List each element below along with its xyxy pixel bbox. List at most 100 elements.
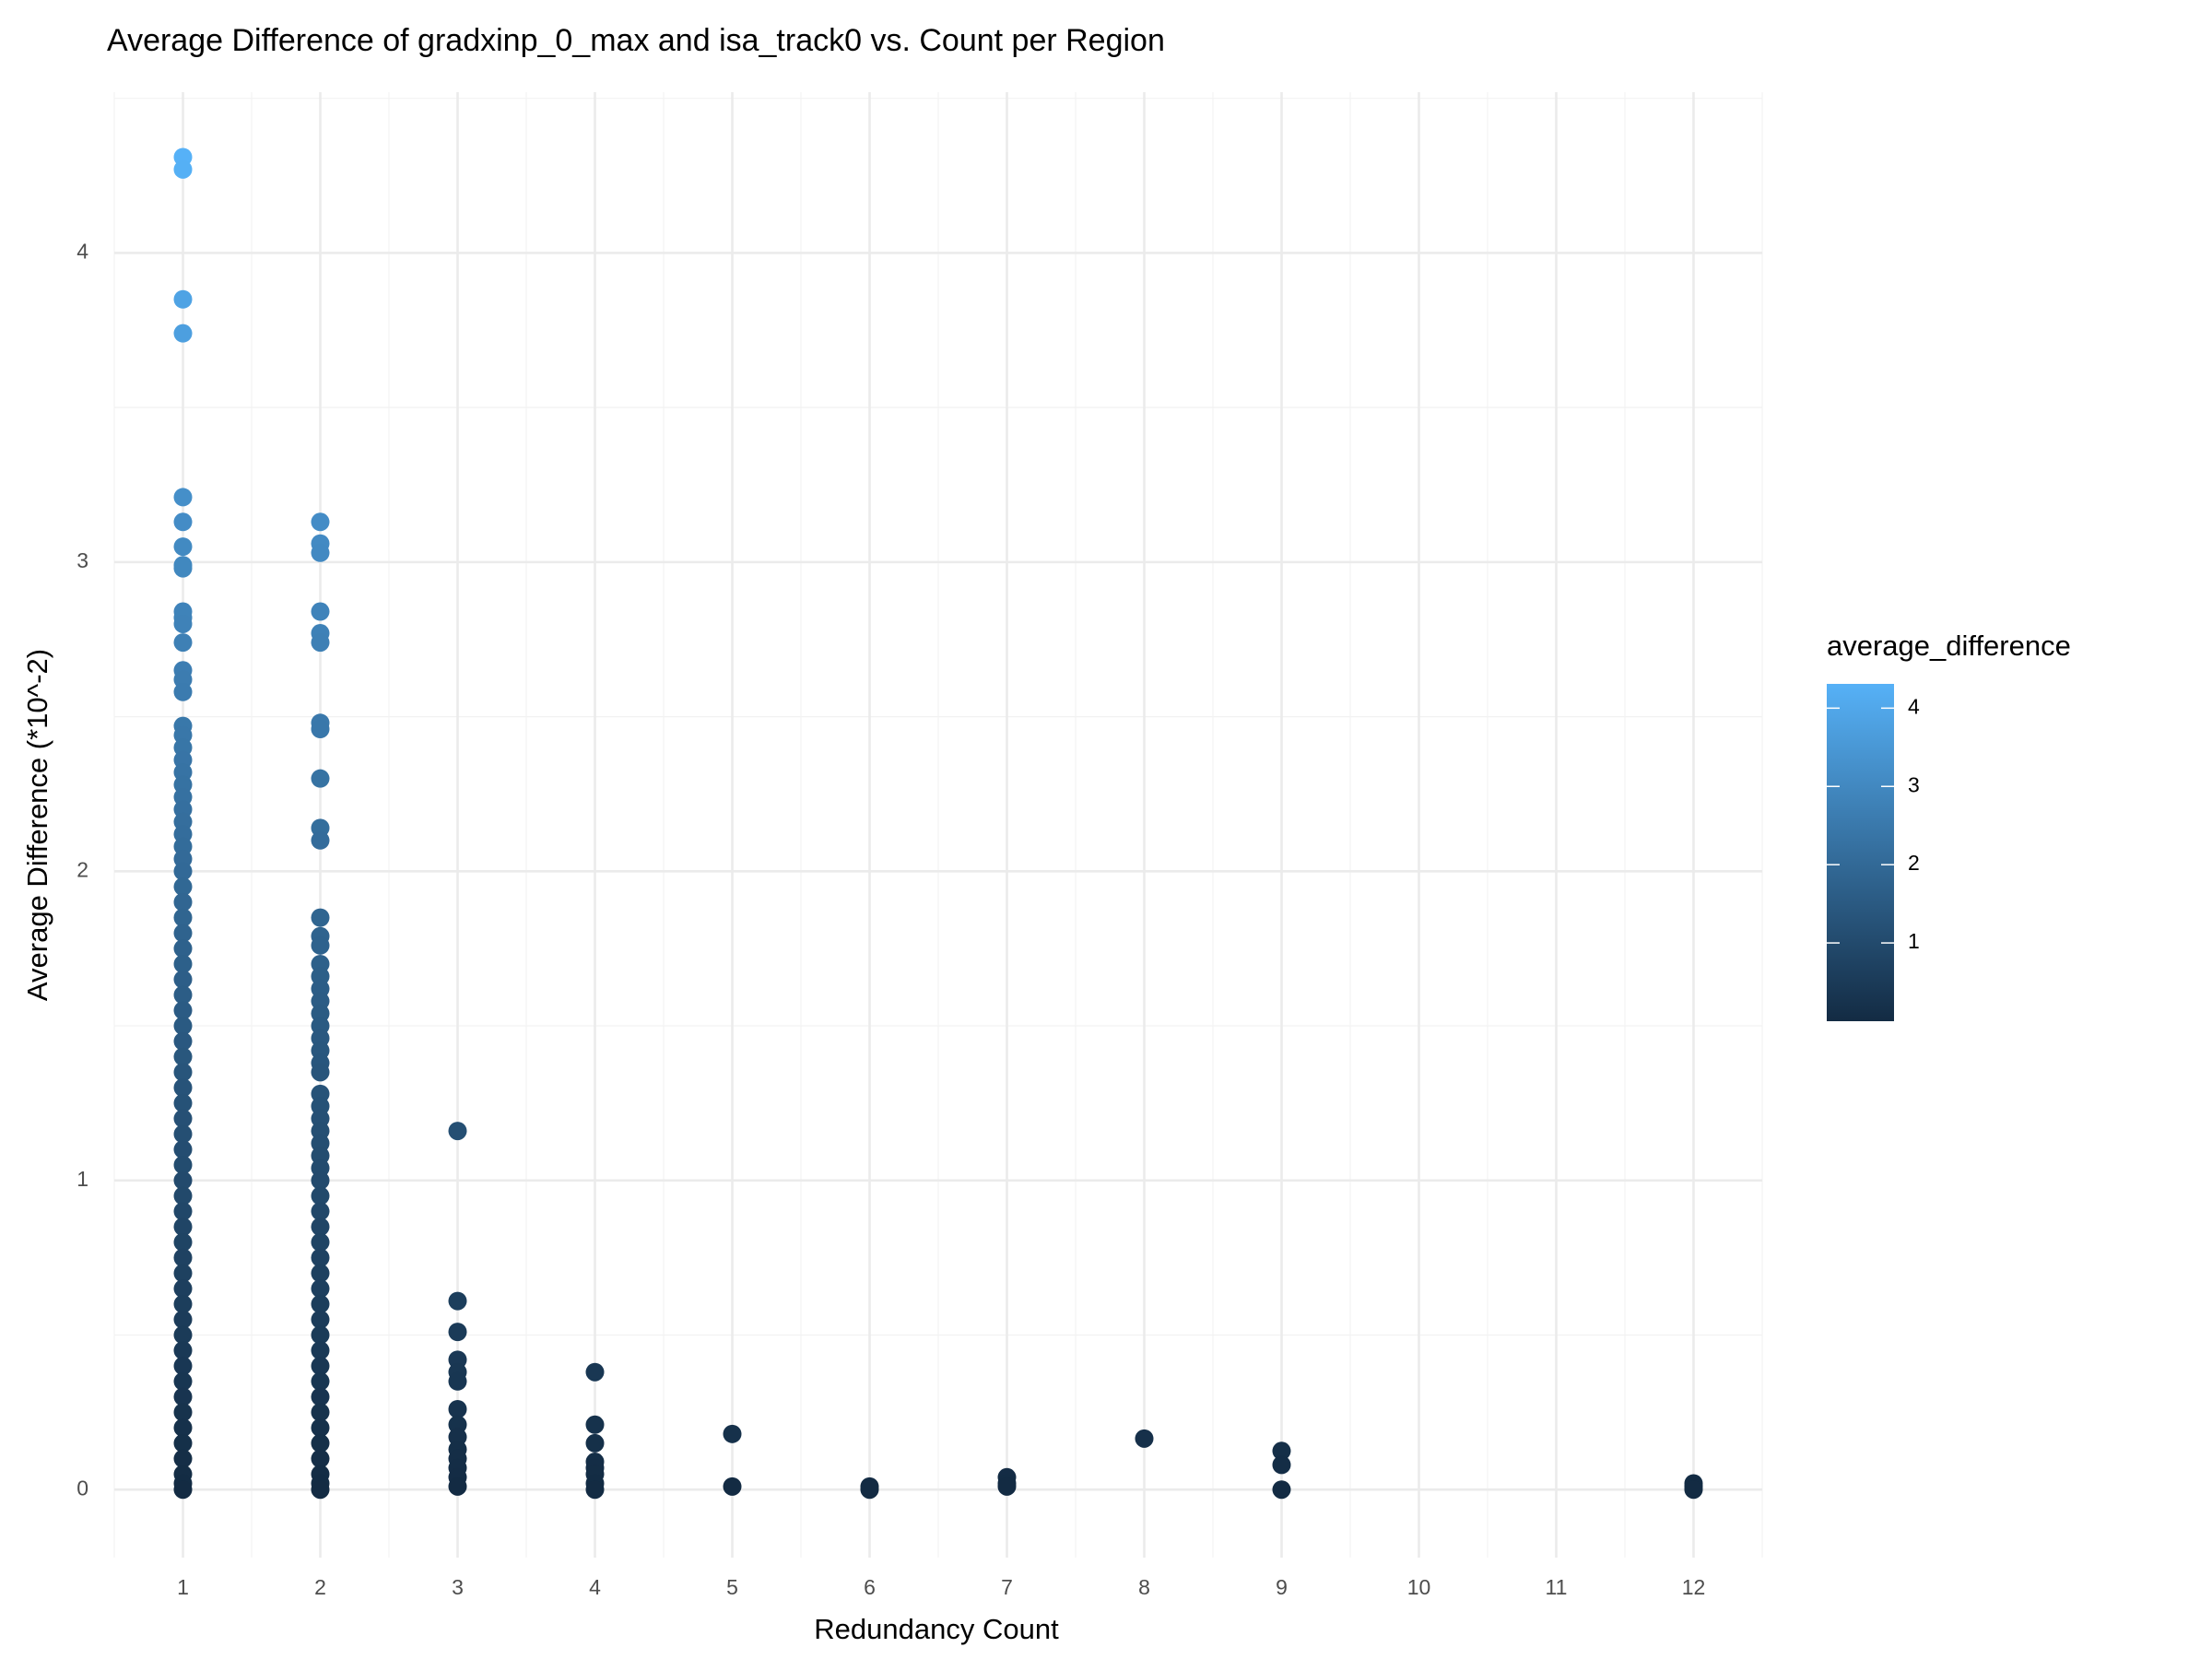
x-tick-label: 12 [1682, 1575, 1706, 1599]
point [173, 877, 193, 897]
point [311, 935, 330, 955]
point [448, 1371, 467, 1391]
point [448, 1477, 467, 1496]
point [311, 1264, 330, 1283]
point [173, 1449, 193, 1468]
point [173, 1294, 193, 1313]
point [585, 1362, 605, 1382]
point [173, 1325, 193, 1345]
point [311, 633, 330, 653]
colorbar-label: 3 [1908, 772, 1920, 796]
point [173, 1357, 193, 1376]
x-axis-label: Redundancy Count [814, 1613, 1059, 1645]
point [173, 1232, 193, 1252]
point [173, 1418, 193, 1438]
point [585, 1433, 605, 1453]
point [311, 602, 330, 621]
point [311, 1387, 330, 1406]
y-axis-label: Average Difference (*10^-2) [21, 649, 53, 1001]
point [173, 1310, 193, 1329]
point [173, 682, 193, 701]
point [1272, 1441, 1291, 1461]
point [173, 1155, 193, 1174]
point [311, 512, 330, 532]
point [448, 1399, 467, 1418]
point [311, 720, 330, 739]
point [723, 1477, 742, 1496]
colorbar-label: 1 [1908, 929, 1920, 953]
point [173, 324, 193, 343]
point [173, 939, 193, 959]
point [311, 1171, 330, 1190]
point [311, 1418, 330, 1438]
point [173, 1093, 193, 1112]
point [173, 1109, 193, 1128]
chart-title: Average Difference of gradxinp_0_max and… [107, 23, 1165, 58]
x-tick-label: 3 [452, 1575, 464, 1599]
point [311, 1433, 330, 1453]
legend-title: average_difference [1827, 629, 2071, 662]
point [173, 924, 193, 943]
point [311, 1371, 330, 1391]
point [173, 488, 193, 507]
point [173, 892, 193, 912]
point [173, 1248, 193, 1267]
y-tick-label: 2 [76, 857, 88, 881]
point [311, 1357, 330, 1376]
point [448, 1291, 467, 1311]
grid [113, 92, 1763, 1558]
colorbar [1827, 684, 1894, 1021]
point [173, 159, 193, 179]
x-tick-label: 4 [589, 1575, 601, 1599]
point [723, 1424, 742, 1443]
y-tick-label: 3 [76, 548, 88, 572]
point [173, 985, 193, 1005]
point [997, 1477, 1017, 1496]
x-tick-label: 11 [1546, 1575, 1568, 1599]
y-tick-label: 1 [76, 1167, 88, 1191]
point [585, 1415, 605, 1434]
point [173, 1279, 193, 1299]
point [173, 614, 193, 633]
point [311, 1310, 330, 1329]
point [173, 537, 193, 557]
point [173, 954, 193, 973]
point [173, 1202, 193, 1221]
point [448, 1122, 467, 1141]
point [311, 1232, 330, 1252]
x-tick-label: 8 [1138, 1575, 1150, 1599]
x-tick-label: 7 [1001, 1575, 1013, 1599]
point [173, 1078, 193, 1098]
point [173, 1047, 193, 1066]
point [311, 908, 330, 927]
x-tick-label: 6 [864, 1575, 876, 1599]
point [173, 1001, 193, 1020]
point [1684, 1480, 1703, 1500]
point [173, 1031, 193, 1051]
colorbar-label: 4 [1908, 694, 1920, 718]
point [311, 1341, 330, 1360]
points [173, 147, 1703, 1500]
x-tick-label: 1 [177, 1575, 189, 1599]
point [173, 1171, 193, 1190]
point [311, 1218, 330, 1237]
x-tick-label: 5 [726, 1575, 738, 1599]
x-tick-label: 2 [314, 1575, 326, 1599]
point [173, 1480, 193, 1500]
point [311, 1063, 330, 1082]
point [173, 1186, 193, 1206]
point [311, 543, 330, 562]
point [173, 633, 193, 653]
point [173, 908, 193, 927]
point [311, 830, 330, 850]
point [311, 1403, 330, 1422]
point [1272, 1480, 1291, 1500]
point [311, 769, 330, 788]
point [173, 1218, 193, 1237]
x-tick-label: 9 [1276, 1575, 1288, 1599]
point [173, 1017, 193, 1036]
point [311, 1325, 330, 1345]
y-tick-label: 0 [76, 1476, 88, 1500]
point [173, 1433, 193, 1453]
